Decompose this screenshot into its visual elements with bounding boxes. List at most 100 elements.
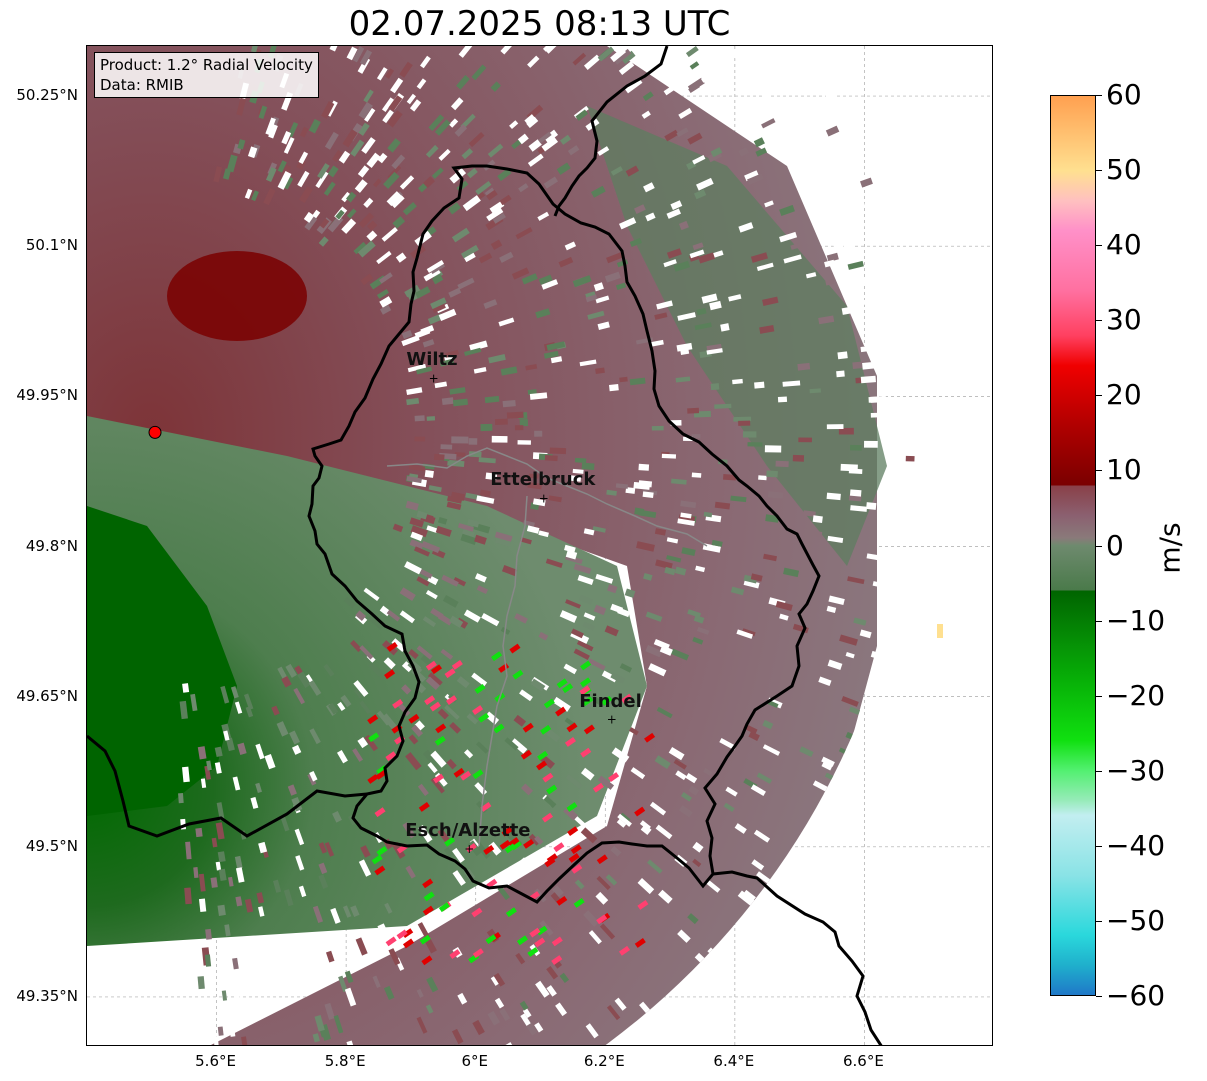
echo-bin [894, 711, 909, 721]
echo-bin [428, 114, 445, 132]
echo-bin [538, 631, 549, 641]
colorbar-tick-label: 40 [1106, 228, 1142, 262]
radar-map[interactable]: + + + + [86, 45, 993, 1046]
echo-bin [924, 399, 933, 405]
echo-bin [422, 616, 437, 628]
echo-bin [409, 517, 425, 528]
echo-bin [657, 1030, 670, 1044]
folded-velocity-bin [522, 722, 534, 733]
folded-velocity-bin [385, 751, 397, 762]
folded-velocity-bin [553, 842, 565, 853]
folded-velocity-bin [527, 947, 539, 957]
echo-bin [486, 207, 504, 222]
echo-bin [421, 541, 441, 554]
folded-velocity-bin [491, 651, 503, 662]
echo-bin [677, 518, 695, 526]
echo-bin [416, 645, 433, 660]
echo-bin [821, 756, 835, 767]
echo-bin [237, 742, 247, 755]
echo-bin [884, 752, 903, 765]
echo-bin [799, 746, 814, 758]
echo-bin [515, 227, 533, 240]
echo-bin [318, 874, 329, 889]
echo-bin [489, 200, 505, 214]
echo-bin [442, 594, 459, 608]
longitude-tick-label: 6.4°E [713, 1052, 755, 1070]
echo-bin [364, 734, 379, 752]
echo-bin [381, 226, 398, 242]
echo-bin [686, 982, 700, 996]
echo-bin [360, 845, 371, 858]
echo-bin [487, 1010, 501, 1026]
echo-bin [680, 512, 692, 519]
echo-bin [519, 419, 529, 427]
echo-bin [870, 412, 881, 418]
echo-bin [342, 905, 352, 918]
folded-velocity-bin [386, 641, 398, 652]
echo-bin [438, 516, 448, 525]
radar-site-marker[interactable] [148, 425, 162, 439]
echo-bin [438, 308, 457, 322]
echo-bin [215, 861, 222, 871]
colorbar-tick [1096, 245, 1102, 247]
echo-bin [552, 885, 564, 898]
echo-bin [674, 566, 687, 576]
luxembourg-border [307, 164, 821, 904]
echo-bin [193, 867, 199, 879]
echo-bin [678, 220, 689, 231]
echo-bin [534, 835, 544, 845]
echo-bin [670, 648, 689, 661]
echo-bin [493, 972, 506, 987]
echo-bin [473, 367, 487, 374]
echo-bin [359, 700, 372, 715]
colorbar-tick [1096, 920, 1102, 922]
echo-bin [558, 256, 574, 268]
echo-bin [506, 411, 524, 419]
echo-bin [696, 177, 714, 191]
echo-bin [798, 437, 812, 443]
echo-bin [391, 638, 407, 652]
folded-velocity-bin [430, 664, 442, 675]
colorbar-tick-label: −50 [1106, 903, 1166, 937]
echo-bin [546, 966, 559, 980]
echo-bin [904, 233, 915, 242]
echo-bin [783, 254, 802, 264]
echo-bin [484, 395, 500, 404]
echo-bin [730, 495, 747, 503]
echo-bin [401, 661, 414, 673]
echo-bin [654, 528, 667, 536]
echo-bin [517, 133, 529, 145]
echo-bin [848, 706, 861, 715]
echo-bin [933, 298, 949, 306]
echo-bin [839, 634, 858, 646]
echo-bin [859, 629, 872, 639]
echo-bin [610, 845, 622, 857]
echo-bin [289, 730, 300, 745]
echo-bin [719, 738, 737, 751]
echo-bin [265, 167, 277, 182]
echo-bin [656, 706, 673, 719]
echo-bin [263, 188, 276, 206]
echo-bin [734, 823, 747, 834]
echo-bin [498, 317, 515, 327]
echo-bin [488, 841, 502, 856]
echo-bin [841, 305, 857, 315]
echo-bin [299, 126, 309, 138]
echo-bin [527, 389, 537, 395]
echo-bin [195, 827, 203, 838]
echo-bin [350, 905, 360, 918]
echo-bin [490, 239, 503, 250]
echo-bin [730, 928, 743, 941]
colorbar-tick-label: 0 [1106, 528, 1124, 562]
echo-bin [521, 273, 538, 285]
echo-bin [687, 609, 702, 618]
echo-bin [232, 957, 239, 970]
echo-bin [223, 730, 230, 741]
echo-bin [474, 573, 487, 583]
echo-bin [572, 468, 584, 474]
echo-bin [649, 801, 667, 816]
echo-bin [406, 93, 417, 105]
colorbar-tick [1096, 170, 1102, 172]
echo-bin [456, 676, 470, 689]
echo-bin [757, 103, 771, 115]
